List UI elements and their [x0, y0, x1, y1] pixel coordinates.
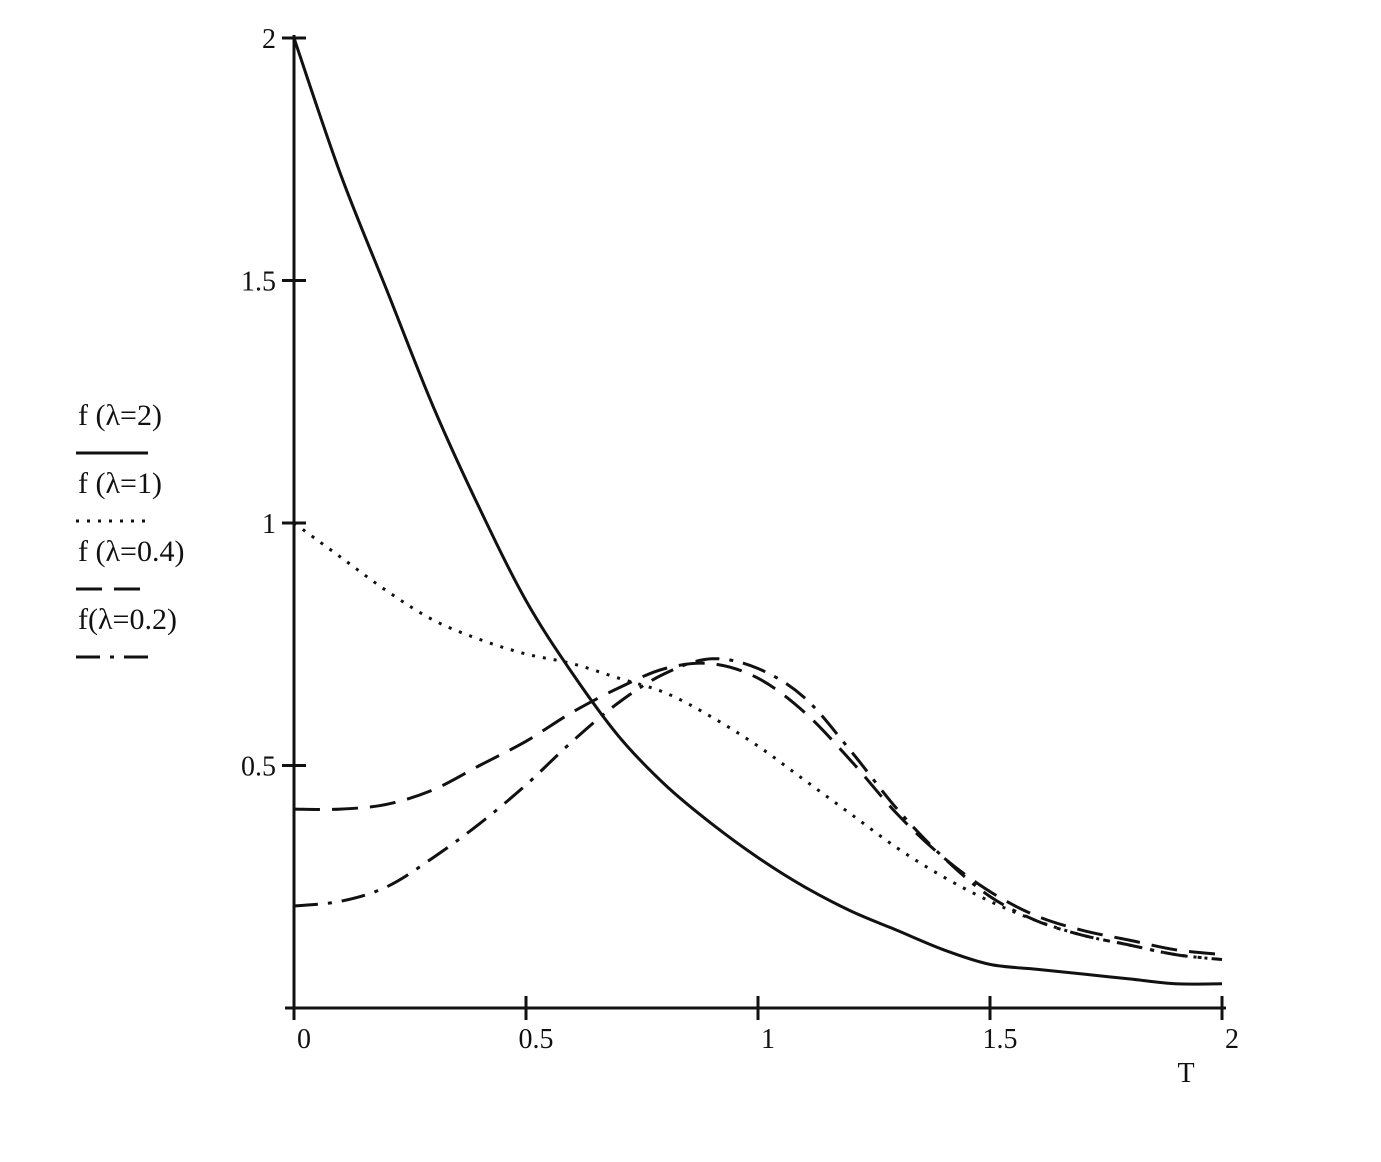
series-line — [293, 657, 1223, 961]
legend-label: f (λ=2) — [78, 399, 162, 432]
x-tick-label: 1 — [761, 1024, 775, 1055]
legend-label: f (λ=0.4) — [78, 535, 184, 568]
x-tick-label: 0 — [297, 1024, 311, 1055]
x-tick-label: 2 — [1225, 1024, 1239, 1055]
x-tick-label: 1.5 — [983, 1024, 1018, 1055]
x-axis-label: T — [1177, 1058, 1194, 1089]
y-tick-label: 0.5 — [241, 752, 276, 783]
series-line — [292, 37, 1223, 986]
y-tick-label: 1.5 — [241, 267, 276, 298]
y-tick-label: 2 — [262, 24, 276, 55]
series-layer — [292, 37, 1223, 986]
series-line — [293, 661, 1223, 957]
y-tick-label: 1 — [262, 509, 276, 540]
legend: f (λ=2) f (λ=1) f (λ=0.4) f(λ=0.2) — [76, 399, 184, 659]
ticks: 0 0.5 1 1.5 2 0.5 1 1.5 2 — [241, 24, 1239, 1055]
legend-label: f(λ=0.2) — [78, 603, 177, 636]
axes — [285, 35, 1226, 1010]
x-tick-label: 0.5 — [519, 1024, 554, 1055]
legend-label: f (λ=1) — [78, 467, 162, 500]
series-line — [293, 521, 1223, 961]
